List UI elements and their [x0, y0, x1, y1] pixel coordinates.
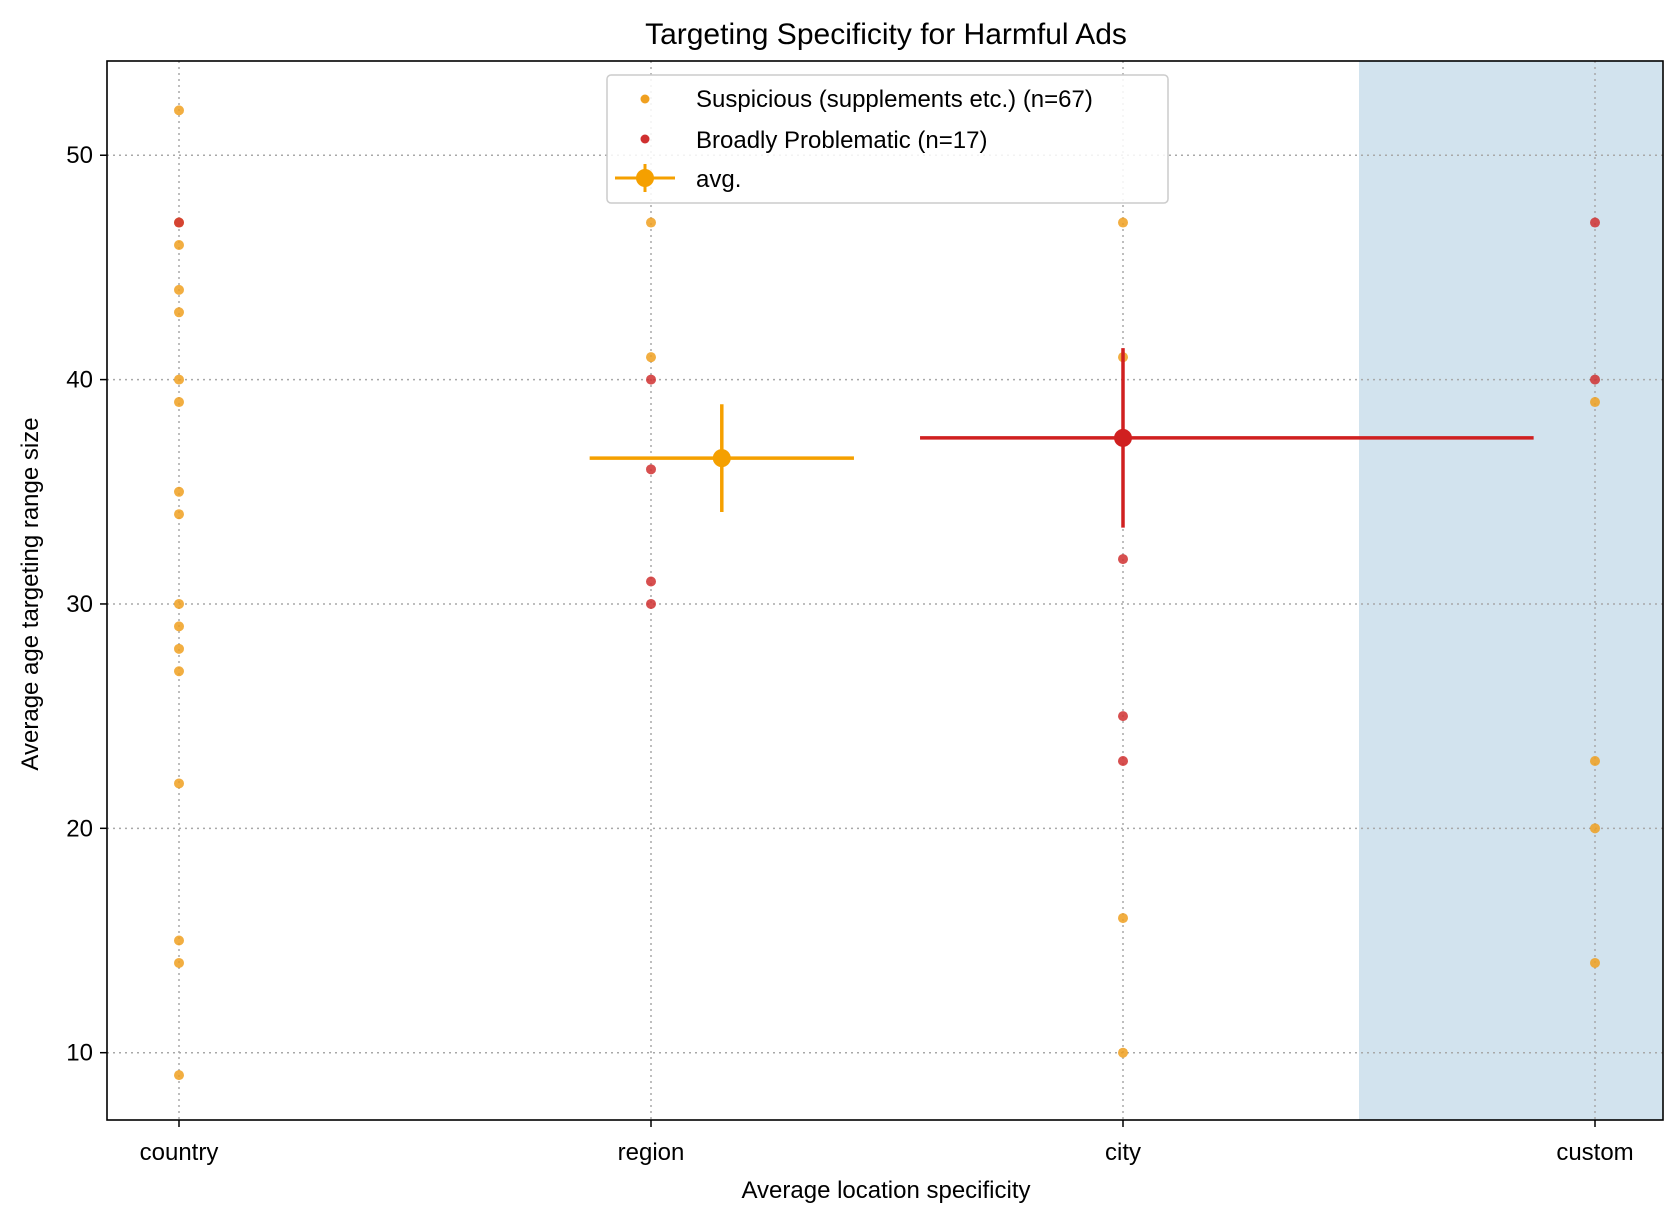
y-axis-label: Average age targeting range size: [17, 417, 44, 770]
avg-marker-1: [1114, 428, 1132, 447]
data-point-series1-8: [1590, 217, 1600, 228]
data-point-series0-15: [174, 957, 184, 968]
data-point-series0-10: [174, 621, 184, 632]
data-point-series1-3: [646, 576, 656, 587]
plot-frame: [106, 60, 1664, 1121]
data-point-series0-11: [174, 643, 184, 654]
data-point-series0-23: [1590, 397, 1600, 408]
data-point-series0-26: [1590, 957, 1600, 968]
legend-avg-marker: [636, 169, 654, 187]
grid: [107, 61, 1663, 1120]
data-point-series0-21: [1118, 913, 1128, 924]
data-point-series1-0: [174, 217, 184, 228]
legend: Suspicious (supplements etc.) (n=67) Bro…: [606, 74, 1169, 204]
data-point-series0-19: [1118, 217, 1128, 228]
data-point-series1-1: [646, 374, 656, 385]
data-point-series1-9: [1590, 374, 1600, 385]
chart-title: Targeting Specificity for Harmful Ads: [645, 18, 1127, 51]
axis-ticks: country region city custom 10 20 30 40 50: [66, 142, 1633, 1166]
legend-label-avg: avg.: [696, 166, 741, 193]
x-tick-label-custom: custom: [1556, 1139, 1633, 1166]
data-point-series0-13: [174, 778, 184, 789]
data-point-series0-14: [174, 935, 184, 946]
data-point-series0-16: [174, 1070, 184, 1081]
data-point-series0-18: [646, 352, 656, 363]
data-point-series0-7: [174, 486, 184, 497]
scatter-points: [174, 105, 1600, 1081]
data-point-series0-6: [174, 397, 184, 408]
data-point-series0-2: [174, 239, 184, 250]
data-point-series0-22: [1118, 1047, 1128, 1058]
data-point-series0-4: [174, 307, 184, 318]
x-tick-label-city: city: [1105, 1139, 1141, 1166]
x-tick-label-country: country: [140, 1139, 219, 1166]
legend-marker-broadly-problematic: [640, 134, 650, 144]
data-point-series1-2: [646, 464, 656, 475]
data-point-series1-5: [1118, 554, 1128, 565]
average-markers: [589, 348, 1534, 528]
data-point-series1-7: [1118, 756, 1128, 767]
highlight-region: [1359, 61, 1663, 1120]
x-axis-label: Average location specificity: [741, 1177, 1030, 1204]
y-tick-label-40: 40: [66, 367, 93, 394]
legend-box: [606, 74, 1169, 204]
y-tick-label-50: 50: [66, 142, 93, 169]
data-point-series0-24: [1590, 756, 1600, 767]
legend-label-broadly-problematic: Broadly Problematic (n=17): [696, 127, 987, 154]
data-point-series1-6: [1118, 711, 1128, 722]
data-point-series0-8: [174, 509, 184, 520]
legend-marker-suspicious: [640, 94, 650, 104]
data-point-series1-4: [646, 598, 656, 609]
data-point-series0-17: [646, 217, 656, 228]
data-point-series0-0: [174, 105, 184, 116]
data-point-series0-5: [174, 374, 184, 385]
y-tick-label-30: 30: [66, 591, 93, 618]
data-point-series0-25: [1590, 823, 1600, 834]
y-tick-label-20: 20: [66, 815, 93, 842]
data-point-series0-12: [174, 666, 184, 677]
x-tick-label-region: region: [618, 1139, 685, 1166]
data-point-series0-3: [174, 284, 184, 295]
legend-label-suspicious: Suspicious (supplements etc.) (n=67): [696, 86, 1093, 113]
avg-marker-0: [712, 449, 731, 468]
data-point-series0-9: [174, 598, 184, 609]
y-tick-label-10: 10: [66, 1040, 93, 1067]
